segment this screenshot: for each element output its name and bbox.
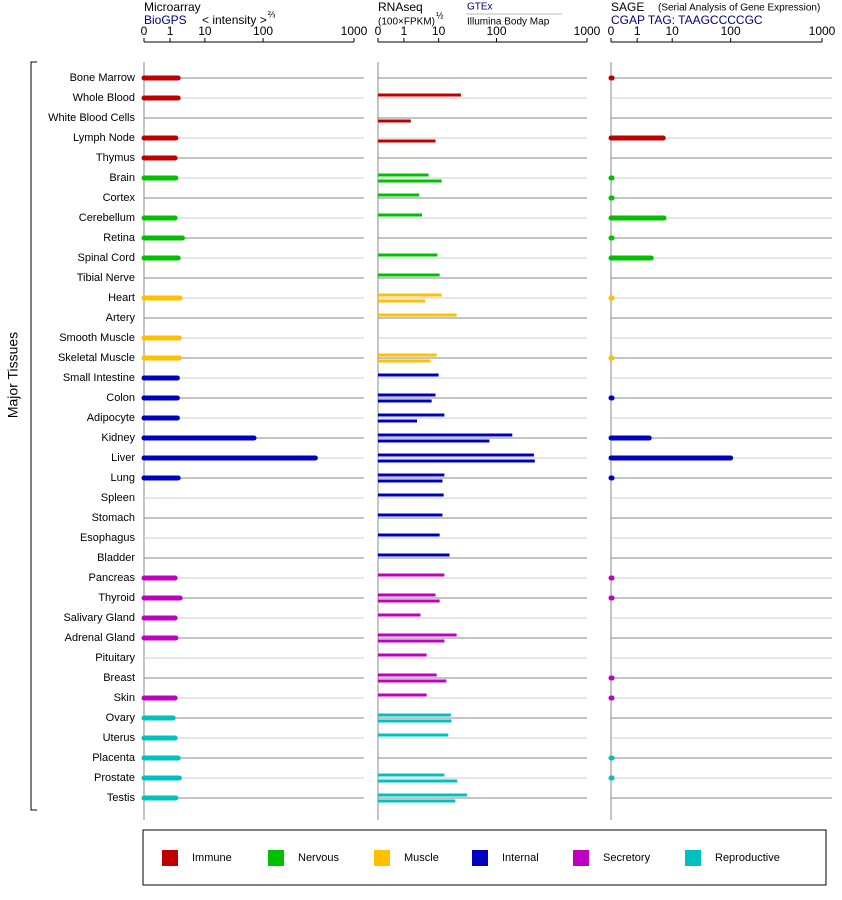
legend-label: Muscle <box>404 852 439 864</box>
legend-label: Reproductive <box>715 852 780 864</box>
tissue-label: Heart <box>108 292 135 304</box>
tissue-label: Retina <box>103 232 136 244</box>
tissue-label: Prostate <box>94 772 135 784</box>
tissue-label: Lymph Node <box>73 132 135 144</box>
legend-label: Nervous <box>298 852 339 864</box>
tissue-label: Bone Marrow <box>70 72 135 84</box>
tissue-label: Cerebellum <box>79 212 135 224</box>
tissue-label: Liver <box>111 452 135 464</box>
tissue-label: White Blood Cells <box>48 112 135 124</box>
legend-box <box>142 829 827 886</box>
x-tick-label: 100 <box>486 24 506 38</box>
panel-title: SAGE <box>611 0 644 14</box>
tissue-label: Salivary Gland <box>63 612 135 624</box>
tissue-label: Skeletal Muscle <box>58 352 135 364</box>
tissue-label: Pituitary <box>95 652 135 664</box>
x-axis-label-exponent: ½ <box>436 10 444 20</box>
tissue-label: Bladder <box>97 552 135 564</box>
x-axis-label: < intensity > <box>202 13 267 27</box>
tissue-label: Brain <box>109 172 135 184</box>
tissue-label: Thymus <box>96 152 136 164</box>
legend-swatch <box>685 850 701 866</box>
x-tick-label: 1000 <box>809 24 836 38</box>
panel-title: Microarray <box>144 0 201 14</box>
panel-subtitle: BioGPS <box>144 13 187 27</box>
tissue-label: Lung <box>111 472 135 484</box>
tissue-label: Esophagus <box>80 532 136 544</box>
x-tick-label: 1 <box>634 24 641 38</box>
tissue-label: Testis <box>107 792 136 804</box>
legend-label: Immune <box>192 852 232 864</box>
x-tick-label: 1 <box>401 24 408 38</box>
tissue-label: Smooth Muscle <box>59 332 135 344</box>
legend-swatch <box>162 850 178 866</box>
tissue-label: Pancreas <box>89 572 136 584</box>
tissue-label: Adrenal Gland <box>65 632 135 644</box>
tissue-label: Placenta <box>92 752 136 764</box>
x-axis-label: (100×FPKM) <box>378 17 435 28</box>
x-tick-label: 100 <box>253 24 273 38</box>
tissue-label: Thyroid <box>98 592 135 604</box>
series-name: Illumina Body Map <box>467 17 550 28</box>
series-name: GTEx <box>467 2 493 13</box>
tissue-label: Kidney <box>101 432 135 444</box>
tissue-label: Uterus <box>103 732 136 744</box>
x-tick-label: 100 <box>721 24 741 38</box>
panel-subtitle: (Serial Analysis of Gene Expression) <box>658 3 820 14</box>
legend-swatch <box>268 850 284 866</box>
x-tick-label: 10 <box>432 24 446 38</box>
tissue-label: Tibial Nerve <box>77 272 135 284</box>
tissue-label: Spleen <box>101 492 135 504</box>
legend-label: Internal <box>502 852 539 864</box>
x-tick-label: 10 <box>198 24 212 38</box>
panel-tag: CGAP TAG: TAAGCCCCGC <box>611 13 763 27</box>
tissue-label: Breast <box>103 672 135 684</box>
tissue-label: Cortex <box>103 192 136 204</box>
bracket <box>30 61 37 811</box>
tissue-label: Colon <box>106 392 135 404</box>
tissue-label: Spinal Cord <box>78 252 135 264</box>
x-axis-label-exponent: ⅔ <box>268 9 276 19</box>
x-tick-label: 1 <box>167 24 174 38</box>
y-axis-label: Major Tissues <box>5 332 21 418</box>
x-tick-label: 0 <box>375 24 382 38</box>
tissue-label: Whole Blood <box>73 92 135 104</box>
x-tick-label: 10 <box>666 24 680 38</box>
legend-swatch <box>573 850 589 866</box>
legend-swatch <box>374 850 390 866</box>
tissue-label: Ovary <box>106 712 136 724</box>
panel-title: RNAseq <box>378 0 423 14</box>
x-tick-label: 0 <box>141 24 148 38</box>
legend-label: Secretory <box>603 852 651 864</box>
x-tick-label: 1000 <box>341 24 368 38</box>
legend-swatch <box>472 850 488 866</box>
tissue-label: Small Intestine <box>63 372 135 384</box>
x-tick-label: 0 <box>608 24 615 38</box>
tissue-label: Artery <box>106 312 136 324</box>
tissue-label: Skin <box>114 692 135 704</box>
tissue-label: Stomach <box>92 512 135 524</box>
x-tick-label: 1000 <box>574 24 601 38</box>
tissue-label: Adipocyte <box>87 412 135 424</box>
